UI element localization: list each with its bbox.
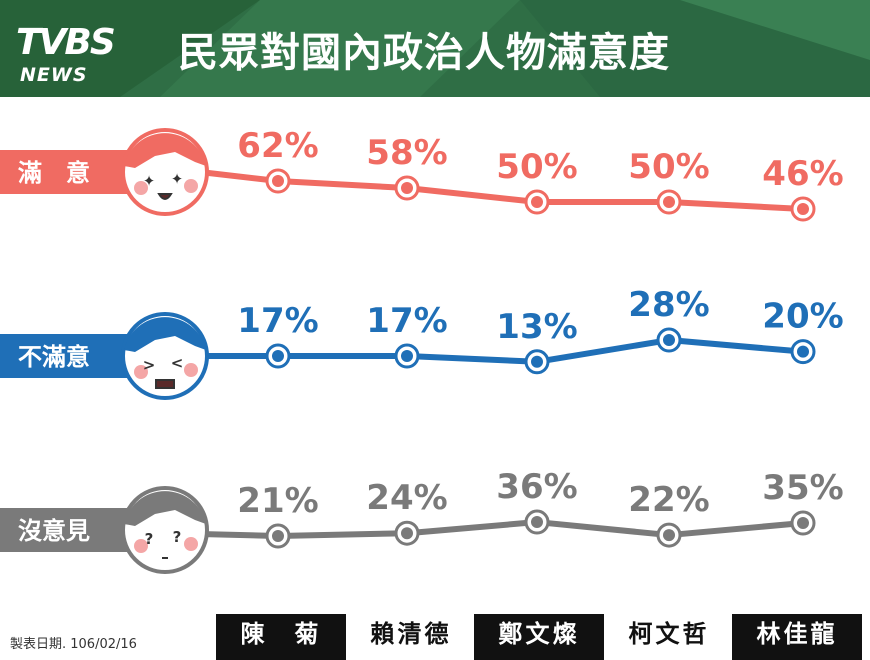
header-banner: TVBS NEWS 民眾對國內政治人物滿意度 xyxy=(0,0,870,97)
data-point-core-2-4 xyxy=(663,334,675,347)
face-eye-right-1: ✦ xyxy=(171,170,184,188)
data-label-1-5: 46% xyxy=(762,154,843,194)
data-label-3-1: 21% xyxy=(237,481,318,521)
category-label-1: 陳 菊 xyxy=(216,614,346,660)
data-label-2-4: 28% xyxy=(628,285,709,325)
category-label-5: 林佳龍 xyxy=(732,614,862,660)
data-label-3-4: 22% xyxy=(628,480,709,520)
face-blush-left-3 xyxy=(134,539,148,553)
data-point-core-1-4 xyxy=(663,196,675,208)
page-title: 民眾對國內政治人物滿意度 xyxy=(178,30,670,76)
face-blush-right-2 xyxy=(184,363,198,377)
data-point-core-2-5 xyxy=(797,345,809,358)
legend-label-1: 滿 意 xyxy=(18,159,90,187)
logo-main-text: TVBS xyxy=(16,22,116,63)
data-label-3-2: 24% xyxy=(366,478,447,518)
data-label-3-5: 35% xyxy=(762,468,843,508)
data-point-core-2-2 xyxy=(401,350,413,362)
data-point-core-1-1 xyxy=(272,175,284,187)
date-note: 製表日期. 106/02/16 xyxy=(10,637,137,652)
data-point-core-3-1 xyxy=(272,530,284,542)
data-point-core-3-3 xyxy=(531,516,543,529)
data-point-core-2-1 xyxy=(272,350,284,362)
face-blush-left-1 xyxy=(134,181,148,195)
data-label-1-2: 58% xyxy=(366,133,447,173)
category-label-3: 鄭文燦 xyxy=(474,614,604,660)
face-eye-left-1: ✦ xyxy=(143,172,156,190)
data-point-core-1-5 xyxy=(797,203,809,215)
logo-sub-text: NEWS xyxy=(20,64,88,86)
data-point-core-1-3 xyxy=(531,196,543,208)
legend-label-2: 不滿意 xyxy=(18,343,90,371)
category-label-2: 賴清德 xyxy=(346,614,476,660)
face-eye-right-3: ? xyxy=(173,528,182,546)
category-label-4: 柯文哲 xyxy=(604,614,734,660)
face-hair-2 xyxy=(124,317,206,352)
data-point-core-3-4 xyxy=(663,529,675,542)
face-eye-right-2: < xyxy=(171,354,184,372)
face-eye-left-3: ? xyxy=(145,530,154,548)
data-label-1-1: 62% xyxy=(237,126,318,166)
data-point-core-2-3 xyxy=(531,355,543,368)
data-point-core-3-2 xyxy=(401,527,413,540)
tvbs-news-logo: TVBS NEWS xyxy=(10,14,160,88)
series-connector-1 xyxy=(199,169,279,184)
face-blush-right-3 xyxy=(184,537,198,551)
data-label-2-3: 13% xyxy=(496,307,577,347)
data-label-2-1: 17% xyxy=(237,301,318,341)
face-mouth-2 xyxy=(155,379,175,389)
face-hair-3 xyxy=(124,491,206,526)
face-blush-right-1 xyxy=(184,179,198,193)
face-blush-left-2 xyxy=(134,365,148,379)
satisfaction-line-chart: 滿 意 ✦ ✦ 62% 58% 50% 50% 46% 不滿意 > <17% 17% 13% 28% 20%… xyxy=(0,126,844,574)
face-hair-1 xyxy=(124,133,206,168)
header-background xyxy=(0,0,870,97)
series-connector-3 xyxy=(199,531,279,539)
data-point-core-1-2 xyxy=(401,182,413,194)
data-label-1-4: 50% xyxy=(628,147,709,187)
data-label-2-2: 17% xyxy=(366,301,447,341)
data-label-2-5: 20% xyxy=(762,297,843,337)
face-mouth-1 xyxy=(157,193,173,200)
data-point-core-3-5 xyxy=(797,516,809,529)
face-eye-left-2: > xyxy=(143,356,156,374)
data-label-1-3: 50% xyxy=(496,147,577,187)
legend-label-3: 沒意見 xyxy=(18,517,90,545)
data-label-3-3: 36% xyxy=(496,467,577,507)
